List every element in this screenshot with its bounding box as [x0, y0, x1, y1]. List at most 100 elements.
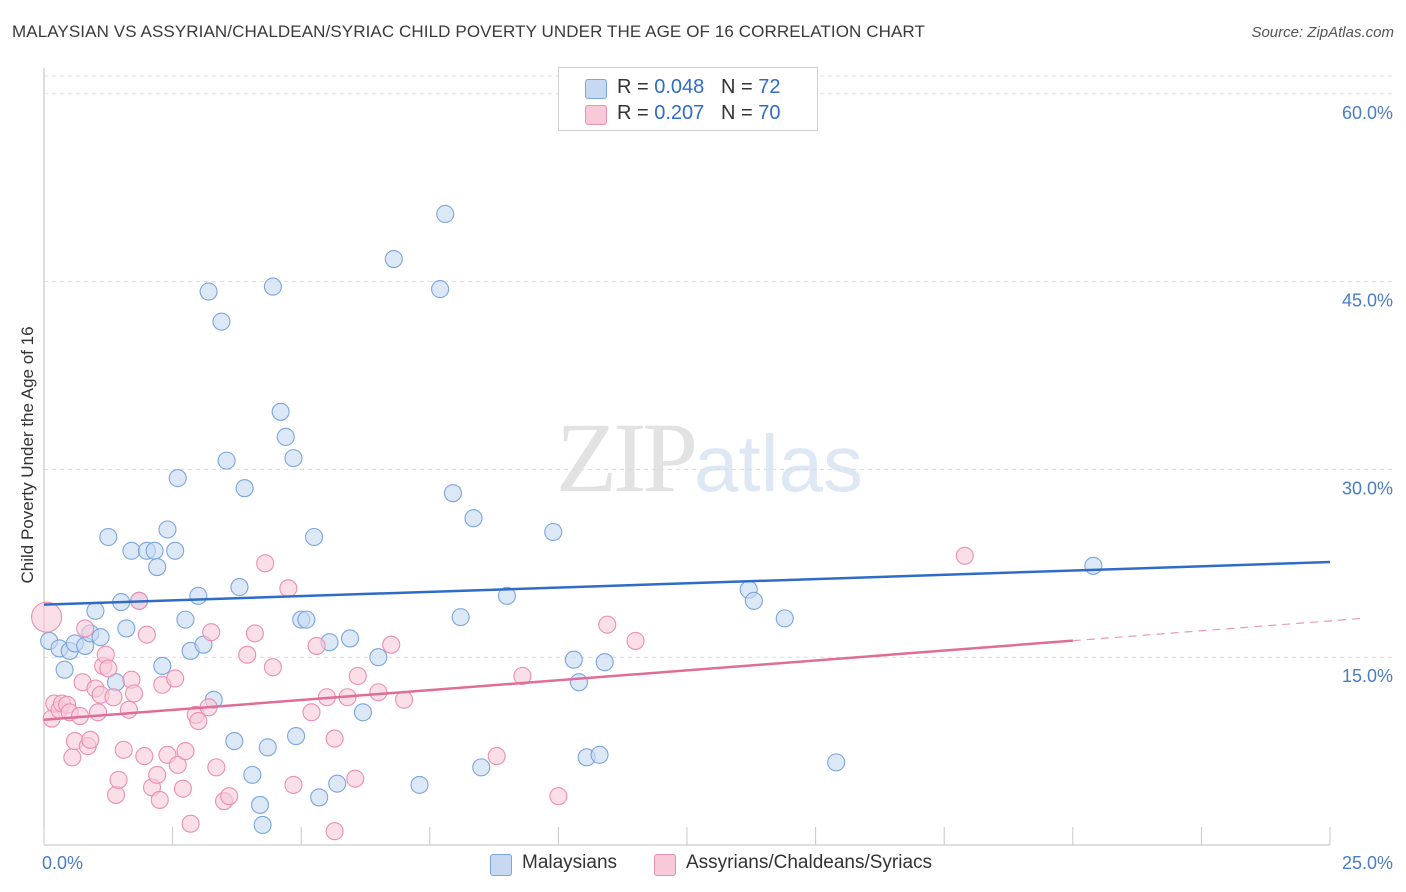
y-tick-label: 30.0% — [1342, 478, 1393, 498]
malaysians-point — [158, 520, 177, 539]
assyrians-point — [487, 747, 506, 766]
legend-text-assyrians: R = 0.207 N = 70 — [617, 102, 780, 125]
assyrians-point — [81, 730, 100, 749]
assyrians-point — [513, 666, 532, 686]
malaysians-point — [544, 522, 563, 542]
assyrians-point — [148, 765, 167, 784]
malaysians-point — [410, 775, 429, 794]
assyrians-point — [176, 742, 195, 761]
assyrians-point — [279, 579, 298, 598]
legend-r-value: 0.207 — [654, 102, 705, 124]
y-tick-label: 15.0% — [1342, 666, 1393, 686]
series-legend-swatch-assyrians — [654, 854, 676, 876]
assyrians-point — [382, 635, 401, 654]
malaysians-point — [199, 282, 218, 301]
malaysians-point — [341, 629, 360, 648]
assyrians-point — [256, 554, 275, 573]
assyrians-point — [263, 658, 282, 677]
malaysians-point — [451, 608, 470, 627]
chart-source: Source: ZipAtlas.com — [1251, 24, 1394, 41]
malaysians-point — [384, 249, 403, 269]
malaysians-point — [122, 541, 141, 560]
assyrians-point — [124, 684, 144, 703]
legend-swatch-malaysians — [585, 79, 607, 99]
assyrians-point — [207, 758, 226, 777]
assyrians-points — [31, 546, 974, 841]
assyrians-point — [99, 659, 118, 678]
malaysians-point — [117, 619, 136, 638]
malaysians-point — [230, 578, 249, 597]
assyrians-point — [395, 690, 414, 709]
y-axis-label: Child Poverty Under the Age of 16 — [18, 326, 37, 583]
legend-n-label: N = — [720, 76, 759, 98]
malaysians-point — [443, 484, 462, 503]
malaysians-point — [497, 586, 517, 605]
legend-text-malaysians: R = 0.048 N = 72 — [617, 76, 780, 99]
assyrians-point — [137, 625, 156, 644]
assyrians-point — [302, 703, 321, 722]
assyrians-point — [135, 747, 154, 766]
watermark-atlas: atlas — [694, 419, 863, 508]
assyrians-point — [238, 645, 257, 664]
malaysians-point — [176, 610, 195, 629]
malaysians-point — [189, 586, 208, 605]
assyrians-point — [245, 624, 264, 643]
malaysians-point — [284, 449, 303, 468]
malaysians-point — [250, 795, 270, 814]
assyrians-point — [114, 740, 133, 759]
malaysians-point — [225, 732, 244, 751]
assyrians-point — [109, 770, 128, 789]
assyrians-point — [181, 814, 200, 833]
assyrians-point — [106, 785, 126, 804]
malaysians-point — [217, 451, 236, 470]
assyrians-point — [346, 769, 365, 788]
malaysians-point — [153, 656, 172, 676]
malaysians-point — [431, 280, 450, 299]
assyrians-point — [31, 601, 63, 633]
assyrians-point — [119, 700, 138, 719]
assyrians-point — [202, 623, 221, 642]
legend-n-label: N = — [720, 102, 759, 124]
x-tick-label: 0.0% — [42, 853, 83, 873]
chart-title: MALAYSIAN VS ASSYRIAN/CHALDEAN/SYRIAC CH… — [12, 22, 925, 41]
malaysians-point — [168, 469, 187, 488]
assyrians-point — [549, 787, 568, 806]
malaysians-point — [436, 204, 455, 224]
malaysians-point — [353, 703, 372, 722]
malaysians-point — [595, 653, 614, 672]
x-tick-label: 25.0% — [1342, 853, 1393, 873]
stats-legend: R = 0.048 N = 72 R = 0.207 N = 70 — [558, 67, 818, 131]
malaysians-point — [253, 815, 272, 835]
assyrians-trend-line-extension — [1072, 617, 1361, 642]
malaysians-point — [287, 727, 306, 746]
y-tick-label: 60.0% — [1342, 103, 1393, 123]
malaysians-point — [328, 774, 347, 793]
malaysians-point — [472, 758, 491, 777]
series-legend-swatch-malaysians — [490, 854, 512, 876]
malaysians-point — [564, 650, 583, 669]
malaysians-point — [1084, 556, 1103, 575]
assyrians-point — [284, 775, 303, 794]
watermark-zip: ZIP — [556, 402, 698, 513]
y-tick-label: 45.0% — [1342, 291, 1393, 311]
legend-r-label: R = — [617, 76, 655, 98]
malaysians-point — [55, 660, 74, 679]
malaysians-point — [258, 738, 277, 757]
malaysians-point — [310, 788, 329, 807]
assyrians-point — [325, 729, 344, 748]
legend-r-label: R = — [617, 102, 655, 124]
legend-n-value: 70 — [758, 102, 781, 124]
legend-n-value: 72 — [758, 76, 781, 98]
assyrians-point — [307, 636, 326, 655]
assyrians-point — [76, 619, 95, 638]
malaysians-point — [297, 610, 316, 629]
malaysians-point — [148, 557, 167, 577]
malaysians-point — [590, 745, 609, 764]
malaysians-point — [464, 509, 483, 528]
malaysians-trend-line — [43, 560, 1331, 606]
assyrians-trend-line — [43, 639, 1073, 722]
series-legend-label-malaysians: Malaysians — [522, 852, 618, 873]
malaysians-point — [775, 609, 794, 628]
assyrians-point — [88, 703, 108, 722]
